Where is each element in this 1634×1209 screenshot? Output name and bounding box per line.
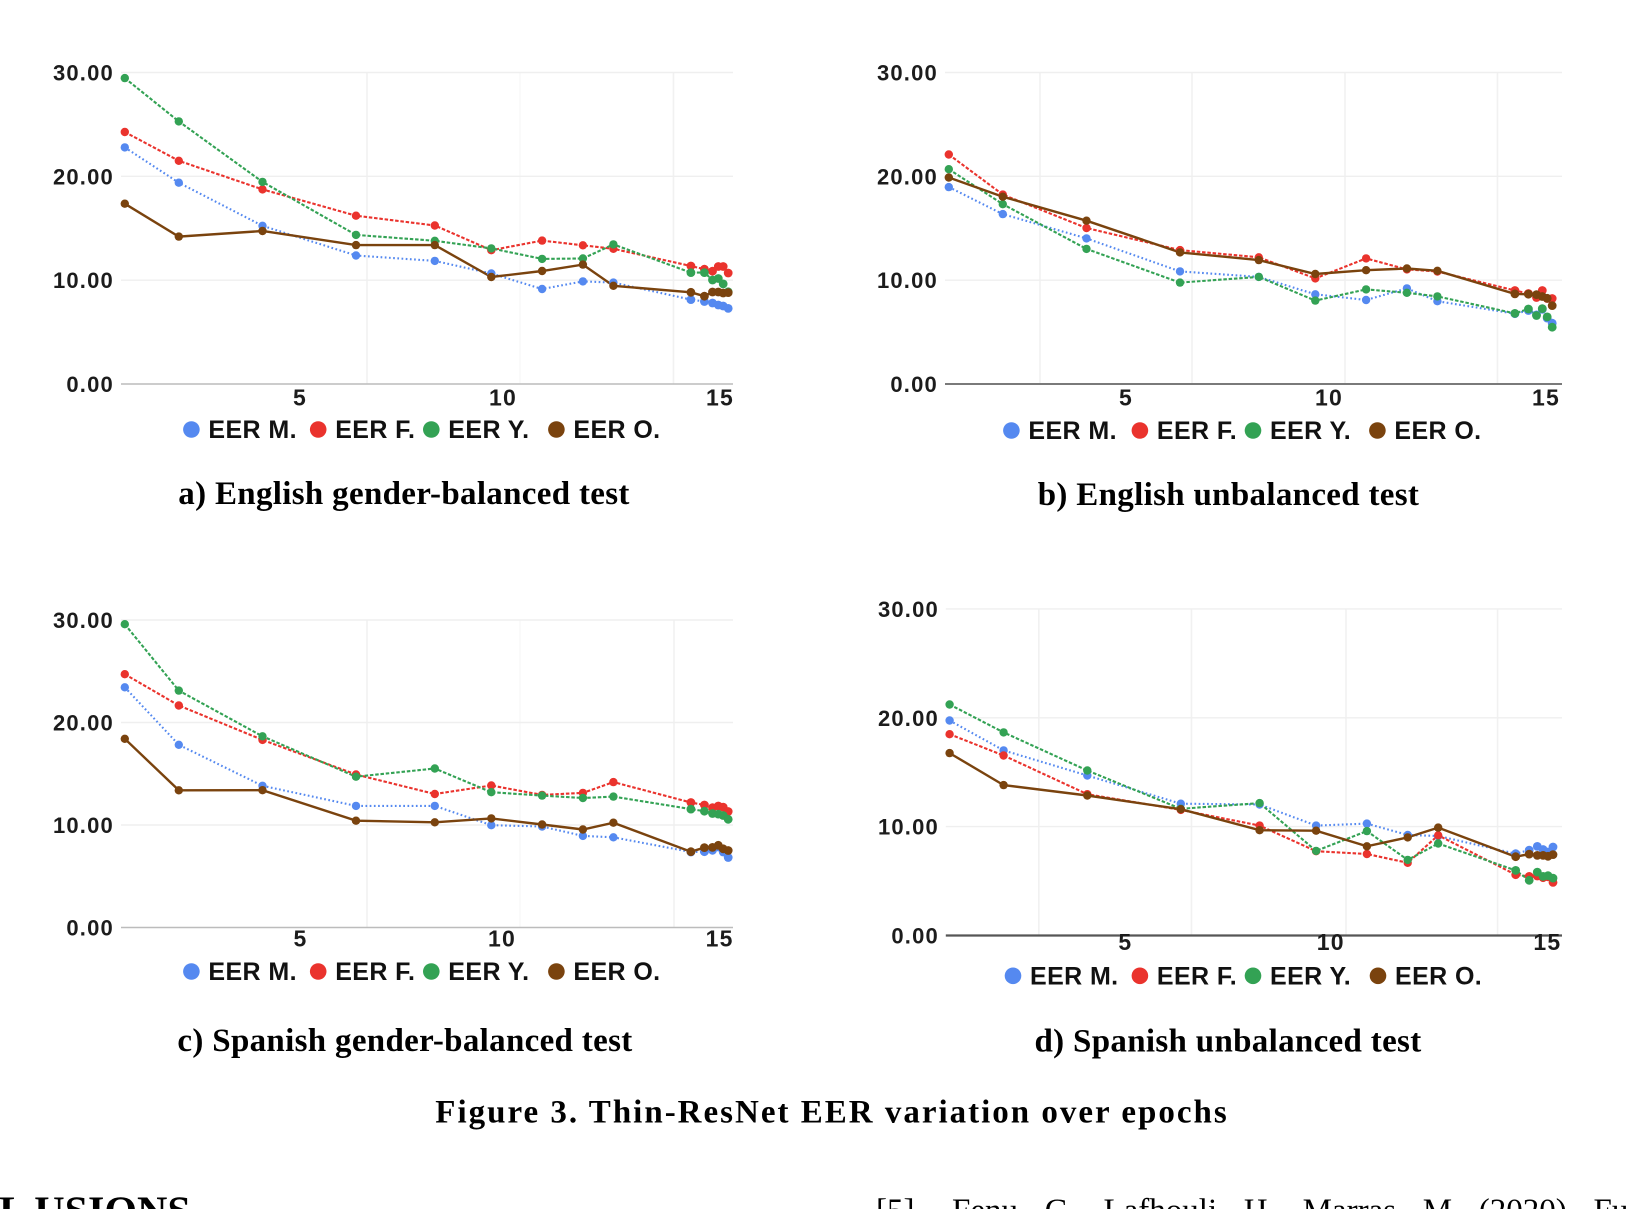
svg-text:30.00: 30.00 bbox=[53, 61, 114, 86]
svg-text:EER Y.: EER Y. bbox=[1270, 962, 1351, 990]
svg-text:EER F.: EER F. bbox=[335, 416, 415, 444]
svg-text:0.00: 0.00 bbox=[66, 916, 114, 941]
svg-text:20.00: 20.00 bbox=[878, 706, 939, 731]
svg-text:EER F.: EER F. bbox=[335, 958, 415, 986]
svg-text:10.00: 10.00 bbox=[877, 268, 938, 293]
svg-text:b) English unbalanced test: b) English unbalanced test bbox=[1038, 477, 1420, 513]
svg-text:USIONS: USIONS bbox=[34, 1189, 190, 1209]
svg-text:[5]: [5] bbox=[876, 1193, 914, 1209]
svg-text:EER O.: EER O. bbox=[1394, 417, 1481, 445]
svg-text:10: 10 bbox=[1317, 929, 1345, 955]
svg-text:10: 10 bbox=[488, 926, 516, 952]
svg-text:15: 15 bbox=[1533, 929, 1561, 955]
svg-text:10: 10 bbox=[489, 385, 517, 411]
svg-text:EER Y.: EER Y. bbox=[448, 416, 529, 444]
svg-text:c) Spanish gender-balanced tes: c) Spanish gender-balanced test bbox=[177, 1023, 632, 1059]
svg-text:5: 5 bbox=[1118, 929, 1132, 955]
svg-text:EER Y.: EER Y. bbox=[448, 958, 529, 986]
svg-text:10: 10 bbox=[1315, 385, 1343, 411]
svg-text:15: 15 bbox=[706, 926, 734, 952]
svg-text:a) English gender-balanced tes: a) English gender-balanced test bbox=[178, 476, 629, 512]
svg-text:0.00: 0.00 bbox=[890, 372, 938, 397]
svg-text:20.00: 20.00 bbox=[53, 164, 114, 189]
svg-text:EER M.: EER M. bbox=[208, 958, 297, 986]
svg-text:EER O.: EER O. bbox=[573, 416, 660, 444]
svg-text:5: 5 bbox=[293, 385, 307, 411]
svg-text:15: 15 bbox=[1532, 385, 1560, 411]
svg-text:5: 5 bbox=[1119, 385, 1133, 411]
svg-text:EER O.: EER O. bbox=[1395, 962, 1482, 990]
svg-text:20.00: 20.00 bbox=[53, 711, 114, 736]
svg-text:0.00: 0.00 bbox=[66, 372, 114, 397]
svg-text:10.00: 10.00 bbox=[53, 268, 114, 293]
svg-text:20.00: 20.00 bbox=[877, 164, 938, 189]
svg-text:Figure 3. Thin-ResNet EER vari: Figure 3. Thin-ResNet EER variation over… bbox=[435, 1094, 1228, 1130]
svg-text:EER O.: EER O. bbox=[573, 958, 660, 986]
svg-text:EER Y.: EER Y. bbox=[1270, 417, 1351, 445]
svg-text:EER F.: EER F. bbox=[1157, 417, 1237, 445]
svg-text:15: 15 bbox=[706, 385, 734, 411]
svg-text:10.00: 10.00 bbox=[53, 813, 114, 838]
svg-text:EER M.: EER M. bbox=[1030, 962, 1119, 990]
svg-text:Fenu, G., Lafhouli, H., Marras: Fenu, G., Lafhouli, H., Marras, M. (2020… bbox=[952, 1193, 1628, 1209]
svg-text:0.00: 0.00 bbox=[891, 924, 939, 949]
svg-text:30.00: 30.00 bbox=[877, 61, 938, 86]
svg-text:30.00: 30.00 bbox=[53, 608, 114, 633]
svg-text:EER M.: EER M. bbox=[1028, 417, 1117, 445]
svg-text:EER F.: EER F. bbox=[1157, 962, 1237, 990]
svg-text:EER M.: EER M. bbox=[208, 416, 297, 444]
svg-text:10.00: 10.00 bbox=[878, 815, 939, 840]
svg-text:30.00: 30.00 bbox=[878, 597, 939, 622]
svg-text:d) Spanish unbalanced test: d) Spanish unbalanced test bbox=[1034, 1024, 1421, 1060]
svg-text:L: L bbox=[0, 1189, 27, 1209]
svg-text:5: 5 bbox=[294, 926, 308, 952]
